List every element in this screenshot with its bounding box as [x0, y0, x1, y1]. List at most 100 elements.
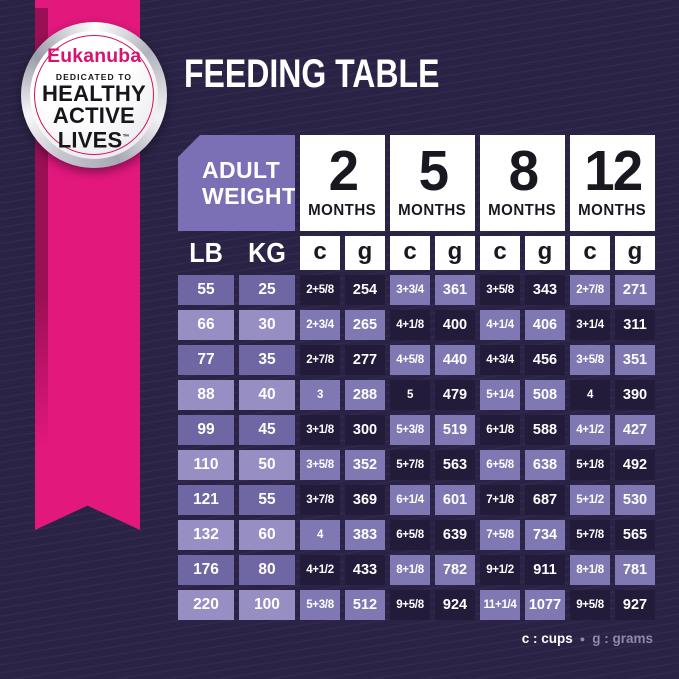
- month-label: MONTHS: [398, 201, 467, 219]
- badge-lives-text: LIVES: [58, 127, 123, 153]
- month-header-12: 12 MONTHS: [570, 135, 655, 231]
- grams-value-cell: 254: [345, 275, 385, 305]
- units-legend: c : cups ● g : grams: [522, 631, 653, 646]
- adult-weight-header: ADULT WEIGHT: [178, 135, 295, 231]
- badge-line-active: ACTIVE: [52, 103, 136, 128]
- cups-value-cell: 8+1/8: [570, 555, 610, 585]
- cups-value-cell: 6+1/8: [480, 415, 520, 445]
- grams-value-cell: 479: [435, 380, 475, 410]
- grams-value-cell: 390: [615, 380, 655, 410]
- cups-value-cell: 4+3/4: [480, 345, 520, 375]
- cups-value-cell: 4+1/4: [480, 310, 520, 340]
- cups-value-cell: 4+1/2: [300, 555, 340, 585]
- cups-value-cell: 5+3/8: [390, 415, 430, 445]
- lb-cell: 77: [178, 345, 234, 375]
- grams-value-cell: 300: [345, 415, 385, 445]
- grams-value-cell: 361: [435, 275, 475, 305]
- grams-value-cell: 911: [525, 555, 565, 585]
- kg-cell: 45: [239, 415, 295, 445]
- grams-value-cell: 734: [525, 520, 565, 550]
- kg-cell: 80: [239, 555, 295, 585]
- cups-value-cell: 7+1/8: [480, 485, 520, 515]
- grams-value-cell: 588: [525, 415, 565, 445]
- month-label: MONTHS: [578, 201, 647, 219]
- cups-value-cell: 4+1/2: [570, 415, 610, 445]
- grams-value-cell: 311: [615, 310, 655, 340]
- cups-value-cell: 4: [300, 520, 340, 550]
- grams-value-cell: 924: [435, 590, 475, 620]
- month-header-5: 5 MONTHS: [390, 135, 475, 231]
- lb-cell: 121: [178, 485, 234, 515]
- cups-value-cell: 2+7/8: [570, 275, 610, 305]
- cups-value-cell: 5: [390, 380, 430, 410]
- lb-cell: 66: [178, 310, 234, 340]
- kg-cell: 35: [239, 345, 295, 375]
- grams-value-cell: 271: [615, 275, 655, 305]
- trademark-symbol: ™: [122, 134, 130, 141]
- badge-line-healthy: HEALTHY: [42, 81, 146, 106]
- unit-header-grams: g: [615, 236, 655, 270]
- cups-value-cell: 2+7/8: [300, 345, 340, 375]
- cups-value-cell: 11+1/4: [480, 590, 520, 620]
- cups-value-cell: 3+1/8: [300, 415, 340, 445]
- cups-value-cell: 3+7/8: [300, 485, 340, 515]
- cups-value-cell: 5+1/4: [480, 380, 520, 410]
- grams-value-cell: 687: [525, 485, 565, 515]
- grams-value-cell: 351: [615, 345, 655, 375]
- month-number: 5: [418, 138, 448, 203]
- badge-line-lives: LIVES™: [58, 127, 130, 153]
- legend-cups: c : cups: [521, 631, 573, 646]
- grams-value-cell: 1077: [525, 590, 565, 620]
- cups-value-cell: 9+1/2: [480, 555, 520, 585]
- lb-header: LB: [189, 237, 223, 268]
- lb-cell: 55: [178, 275, 234, 305]
- grams-value-cell: 638: [525, 450, 565, 480]
- cups-value-cell: 4: [570, 380, 610, 410]
- kg-cell: 50: [239, 450, 295, 480]
- cups-value-cell: 6+5/8: [390, 520, 430, 550]
- adult-weight-line2: WEIGHT: [202, 183, 297, 209]
- lb-cell: 110: [178, 450, 234, 480]
- cups-value-cell: 4+5/8: [390, 345, 430, 375]
- cups-value-cell: 3+5/8: [480, 275, 520, 305]
- lb-cell: 99: [178, 415, 234, 445]
- lb-cell: 132: [178, 520, 234, 550]
- cups-value-cell: 3+3/4: [390, 275, 430, 305]
- brand-name: Eukanuba: [46, 46, 142, 67]
- cups-value-cell: 6+1/4: [390, 485, 430, 515]
- kg-cell: 30: [239, 310, 295, 340]
- kg-header: KG: [248, 237, 286, 268]
- kg-cell: 25: [239, 275, 295, 305]
- grams-value-cell: 601: [435, 485, 475, 515]
- grams-value-cell: 508: [525, 380, 565, 410]
- kg-cell: 60: [239, 520, 295, 550]
- cups-value-cell: 9+5/8: [570, 590, 610, 620]
- feeding-table: ADULT WEIGHT 2 MONTHS 5 MONTHS 8 MONTHS …: [178, 135, 655, 620]
- unit-header-grams: g: [525, 236, 565, 270]
- grams-value-cell: 519: [435, 415, 475, 445]
- cups-value-cell: 7+5/8: [480, 520, 520, 550]
- grams-value-cell: 440: [435, 345, 475, 375]
- badge-tagline: DEDICATED TO: [55, 72, 133, 82]
- grams-value-cell: 343: [525, 275, 565, 305]
- grams-value-cell: 492: [615, 450, 655, 480]
- cups-value-cell: 4+1/8: [390, 310, 430, 340]
- legend-grams: g : grams: [592, 631, 653, 646]
- grams-value-cell: 456: [525, 345, 565, 375]
- cups-value-cell: 8+1/8: [390, 555, 430, 585]
- month-number: 2: [328, 138, 358, 203]
- cups-value-cell: 6+5/8: [480, 450, 520, 480]
- unit-header-cups: c: [570, 236, 610, 270]
- grams-value-cell: 369: [345, 485, 385, 515]
- kg-cell: 40: [239, 380, 295, 410]
- grams-value-cell: 352: [345, 450, 385, 480]
- page-title: FEEDING TABLE: [184, 52, 440, 96]
- cups-value-cell: 2+3/4: [300, 310, 340, 340]
- cups-value-cell: 5+7/8: [570, 520, 610, 550]
- lb-cell: 220: [178, 590, 234, 620]
- grams-value-cell: 530: [615, 485, 655, 515]
- unit-header-grams: g: [345, 236, 385, 270]
- month-header-8: 8 MONTHS: [480, 135, 565, 231]
- cups-value-cell: 5+3/8: [300, 590, 340, 620]
